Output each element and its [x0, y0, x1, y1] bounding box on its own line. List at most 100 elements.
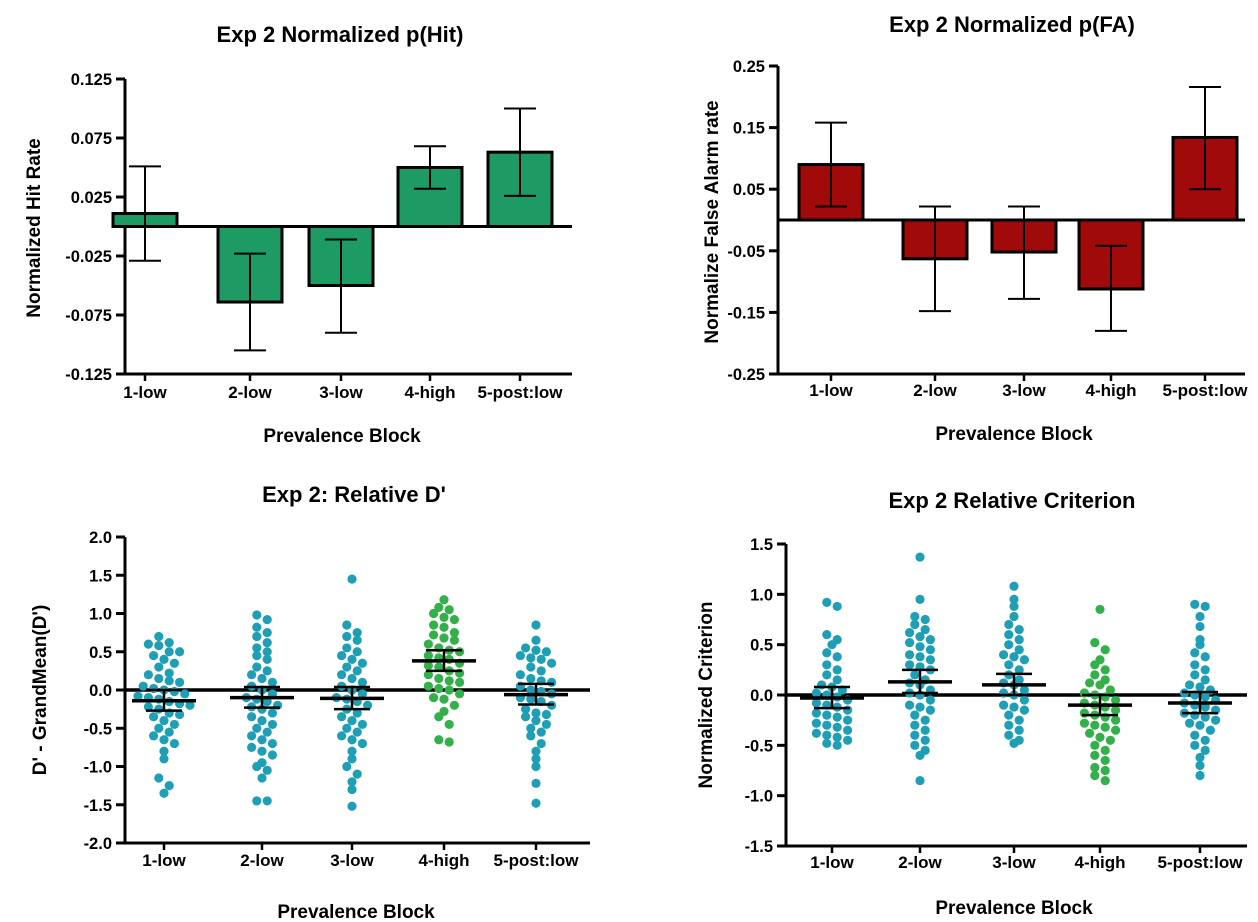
y-tick-label: 2.0 — [89, 529, 112, 547]
data-point — [1195, 720, 1205, 730]
data-point — [1195, 682, 1205, 692]
data-point — [342, 620, 352, 630]
data-point — [905, 638, 915, 648]
data-point — [164, 781, 174, 791]
data-point — [1009, 738, 1019, 748]
data-point — [154, 773, 164, 783]
data-point — [915, 642, 925, 652]
data-point — [925, 705, 936, 715]
data-point — [347, 801, 357, 811]
data-point — [526, 673, 536, 684]
data-point — [252, 796, 262, 806]
x-tick-label: 3-low — [1002, 381, 1046, 400]
data-point — [143, 670, 153, 680]
data-point — [822, 738, 832, 748]
data-point — [1195, 621, 1205, 632]
data-point — [352, 635, 362, 645]
data-point — [267, 719, 277, 730]
data-point — [252, 662, 262, 672]
data-point — [262, 615, 272, 625]
data-point — [526, 694, 536, 704]
data-point — [352, 666, 362, 676]
data-point — [252, 723, 262, 733]
y-axis-label: Normalized Hit Rate — [24, 138, 45, 317]
y-tick-label: -0.15 — [727, 304, 765, 322]
data-point — [164, 668, 174, 678]
data-point — [455, 647, 465, 657]
chart-title: Exp 2: Relative D' — [262, 482, 446, 507]
data-point — [423, 681, 433, 691]
data-point — [1200, 735, 1210, 745]
data-point — [169, 658, 179, 668]
data-point — [267, 750, 277, 760]
data-point — [1200, 601, 1210, 612]
data-point — [1085, 678, 1095, 688]
data-point — [357, 719, 367, 730]
x-tick-label: 1-low — [809, 381, 853, 400]
data-point — [347, 777, 357, 787]
data-point — [347, 754, 357, 764]
data-point — [444, 676, 454, 686]
data-point — [267, 708, 277, 718]
x-axis-label: Prevalence Block — [935, 898, 1093, 919]
x-tick-label: 2-low — [898, 853, 942, 872]
data-point — [910, 740, 920, 750]
data-point — [154, 723, 164, 733]
data-point — [843, 725, 853, 735]
data-point — [910, 619, 920, 630]
data-point — [423, 639, 433, 649]
data-point — [439, 595, 449, 605]
data-point — [1079, 718, 1089, 728]
data-point — [1190, 670, 1200, 680]
data-point — [1100, 665, 1110, 675]
data-point — [832, 722, 842, 732]
data-point — [1004, 660, 1014, 670]
y-axis-label: Normalize False Alarm rate — [702, 100, 723, 343]
data-point — [541, 647, 552, 657]
data-point — [439, 694, 449, 704]
data-point — [915, 750, 925, 761]
y-tick-label: 0.25 — [733, 58, 765, 76]
data-point — [920, 624, 930, 635]
y-tick-label: -0.125 — [65, 366, 112, 384]
x-tick-label: 4-high — [419, 851, 470, 870]
data-point — [154, 662, 164, 672]
data-point — [811, 708, 822, 718]
data-point — [915, 552, 925, 562]
data-point — [1205, 725, 1215, 735]
data-point — [175, 647, 185, 657]
data-point — [439, 633, 449, 643]
x-tick-label: 5-post:low — [1163, 381, 1249, 400]
data-point — [521, 704, 531, 714]
data-point — [1200, 745, 1210, 755]
data-point — [526, 685, 536, 695]
data-point — [449, 628, 459, 638]
data-point — [257, 735, 267, 745]
data-point — [429, 630, 439, 640]
data-point — [1009, 581, 1019, 591]
data-point — [444, 719, 454, 730]
data-point — [175, 709, 185, 720]
data-point — [1190, 599, 1200, 610]
data-point — [920, 715, 930, 725]
x-axis-label: Prevalence Block — [935, 424, 1093, 445]
data-point — [342, 761, 352, 772]
data-point — [357, 658, 367, 668]
x-axis-label: Prevalence Block — [263, 426, 421, 447]
data-point — [1195, 770, 1205, 781]
data-point — [1004, 730, 1014, 740]
data-point — [1200, 675, 1210, 685]
y-tick-label: -1.5 — [745, 838, 773, 856]
data-point — [531, 645, 541, 655]
data-point — [352, 769, 362, 779]
data-point — [175, 677, 185, 687]
data-point — [536, 727, 546, 737]
data-point — [439, 612, 449, 622]
data-point — [143, 702, 153, 712]
data-point — [811, 688, 822, 698]
data-point — [257, 773, 267, 783]
data-point — [822, 597, 832, 607]
data-point — [531, 754, 541, 764]
data-point — [159, 788, 169, 798]
